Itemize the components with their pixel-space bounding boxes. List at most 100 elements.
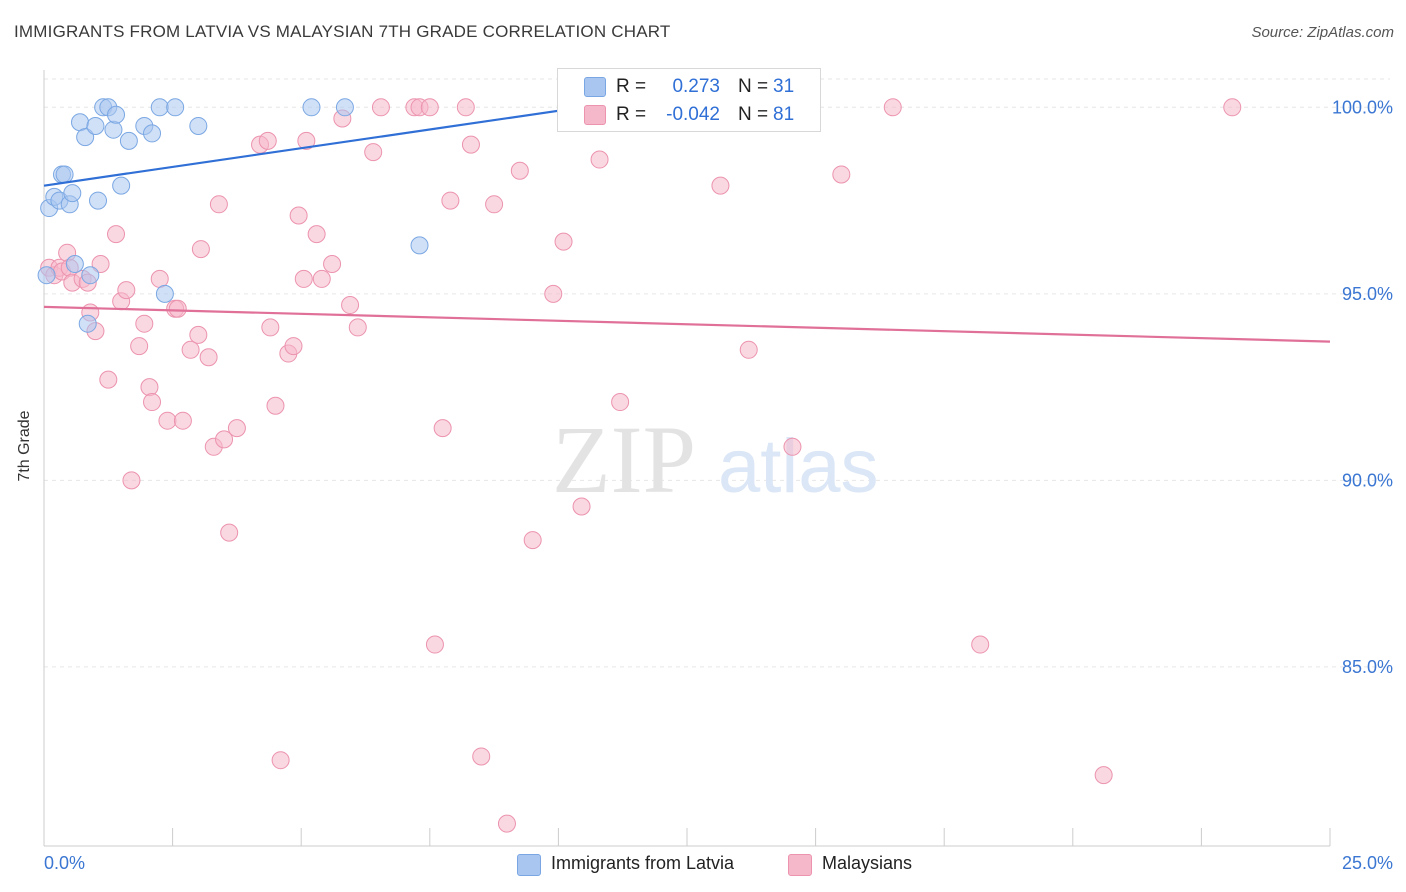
data-point-malaysians bbox=[461, 135, 480, 154]
data-point-malaysians bbox=[215, 430, 234, 449]
stats-swatch-malaysians bbox=[584, 105, 606, 125]
data-point-malaysians bbox=[99, 370, 118, 389]
stats-swatch-latvia bbox=[584, 77, 606, 97]
watermark-zip: ZIP bbox=[552, 406, 696, 513]
data-point-latvia bbox=[63, 184, 82, 203]
data-point-latvia bbox=[335, 98, 354, 117]
data-point-latvia bbox=[119, 131, 138, 150]
data-point-malaysians bbox=[348, 318, 367, 337]
n-label: N = bbox=[738, 104, 769, 125]
data-point-malaysians bbox=[307, 225, 326, 244]
data-point-latvia bbox=[76, 128, 95, 147]
data-point-malaysians bbox=[554, 232, 573, 251]
data-point-latvia bbox=[112, 176, 131, 195]
data-point-malaysians bbox=[472, 747, 491, 766]
data-point-malaysians bbox=[181, 340, 200, 359]
data-point-malaysians bbox=[91, 255, 110, 273]
data-point-malaysians bbox=[284, 337, 303, 356]
data-point-malaysians bbox=[209, 195, 228, 214]
data-point-latvia bbox=[107, 105, 126, 124]
r-value: -0.042 bbox=[666, 104, 720, 125]
data-point-malaysians bbox=[425, 635, 444, 654]
data-point-malaysians bbox=[341, 296, 360, 315]
data-point-malaysians bbox=[227, 419, 246, 438]
data-point-malaysians bbox=[711, 176, 730, 195]
data-point-latvia bbox=[166, 98, 185, 117]
tick-labels: 100.0% 95.0% 90.0% 85.0% 0.0% 25.0% bbox=[44, 97, 1393, 873]
data-point-malaysians bbox=[1223, 98, 1242, 117]
data-point-malaysians bbox=[420, 98, 439, 117]
data-point-latvia bbox=[78, 314, 97, 333]
data-point-malaysians bbox=[312, 269, 331, 288]
y-tick-label: 90.0% bbox=[1342, 470, 1393, 490]
data-point-malaysians bbox=[971, 635, 990, 654]
stats-row-latvia: R = 0.273 N = 31 bbox=[558, 73, 820, 101]
data-point-malaysians bbox=[497, 814, 516, 833]
data-point-malaysians bbox=[572, 497, 591, 516]
y-tick-label: 85.0% bbox=[1342, 657, 1393, 677]
x-tick-label-max: 25.0% bbox=[1342, 853, 1393, 873]
data-point-malaysians bbox=[364, 143, 383, 162]
data-point-malaysians bbox=[510, 161, 529, 180]
data-point-malaysians bbox=[544, 284, 563, 303]
data-point-latvia bbox=[86, 116, 105, 135]
data-point-malaysians bbox=[590, 150, 609, 169]
data-point-malaysians bbox=[191, 240, 210, 259]
data-point-malaysians bbox=[456, 98, 475, 117]
y-axis-label: 7th Grade bbox=[16, 410, 33, 482]
r-label: R = bbox=[616, 76, 647, 97]
chart-title: IMMIGRANTS FROM LATVIA VS MALAYSIAN 7TH … bbox=[14, 22, 671, 41]
data-point-malaysians bbox=[523, 531, 542, 550]
data-point-latvia bbox=[65, 255, 84, 273]
data-point-malaysians bbox=[117, 281, 136, 300]
data-point-latvia bbox=[302, 98, 321, 117]
data-point-malaysians bbox=[173, 411, 192, 430]
data-point-latvia bbox=[81, 266, 100, 285]
stats-row-malaysians: R = -0.042 N = 81 bbox=[558, 101, 820, 129]
data-point-malaysians bbox=[261, 318, 280, 337]
data-point-malaysians bbox=[485, 195, 504, 214]
data-point-malaysians bbox=[140, 378, 159, 397]
data-point-malaysians bbox=[611, 393, 630, 412]
data-point-latvia bbox=[189, 116, 208, 135]
data-point-malaysians bbox=[883, 98, 902, 117]
n-value: 81 bbox=[773, 104, 795, 125]
data-point-malaysians bbox=[739, 340, 758, 359]
data-point-latvia bbox=[71, 113, 90, 132]
series-immigrants-from-latvia bbox=[37, 98, 707, 333]
trend-line-malaysians bbox=[43, 305, 1331, 343]
watermark: ZIP atlas bbox=[552, 406, 879, 513]
r-value: 0.273 bbox=[672, 76, 720, 97]
data-point-malaysians bbox=[266, 396, 285, 415]
data-point-latvia bbox=[410, 236, 429, 255]
data-point-malaysians bbox=[122, 471, 141, 490]
data-point-malaysians bbox=[294, 269, 313, 288]
y-tick-label: 100.0% bbox=[1332, 97, 1393, 117]
grid-lines bbox=[44, 78, 1390, 668]
data-point-malaysians bbox=[220, 523, 239, 542]
data-point-latvia bbox=[89, 191, 108, 210]
source-label: Source: ZipAtlas.com bbox=[1251, 24, 1394, 41]
data-point-malaysians bbox=[168, 299, 187, 318]
legend-swatch-latvia bbox=[517, 854, 541, 876]
legend-label-malaysians: Malaysians bbox=[822, 853, 913, 873]
stats-box: R = 0.273 N = 31 R = -0.042 N = 81 bbox=[557, 68, 821, 132]
data-point-malaysians bbox=[323, 255, 342, 273]
data-point-latvia bbox=[155, 284, 174, 303]
data-point-malaysians bbox=[130, 337, 149, 356]
data-point-malaysians bbox=[150, 269, 169, 288]
data-point-malaysians bbox=[143, 393, 162, 412]
y-tick-label: 95.0% bbox=[1342, 284, 1393, 304]
data-point-malaysians bbox=[199, 348, 218, 367]
n-value: 31 bbox=[773, 76, 795, 97]
data-point-malaysians bbox=[289, 206, 308, 225]
data-point-malaysians bbox=[371, 98, 390, 117]
data-point-malaysians bbox=[832, 165, 851, 184]
data-point-latvia bbox=[104, 120, 123, 139]
data-point-malaysians bbox=[1094, 766, 1113, 785]
r-label: R = bbox=[616, 104, 647, 125]
data-point-latvia bbox=[150, 98, 169, 117]
n-label: N = bbox=[738, 76, 769, 97]
data-point-malaysians bbox=[297, 131, 316, 150]
